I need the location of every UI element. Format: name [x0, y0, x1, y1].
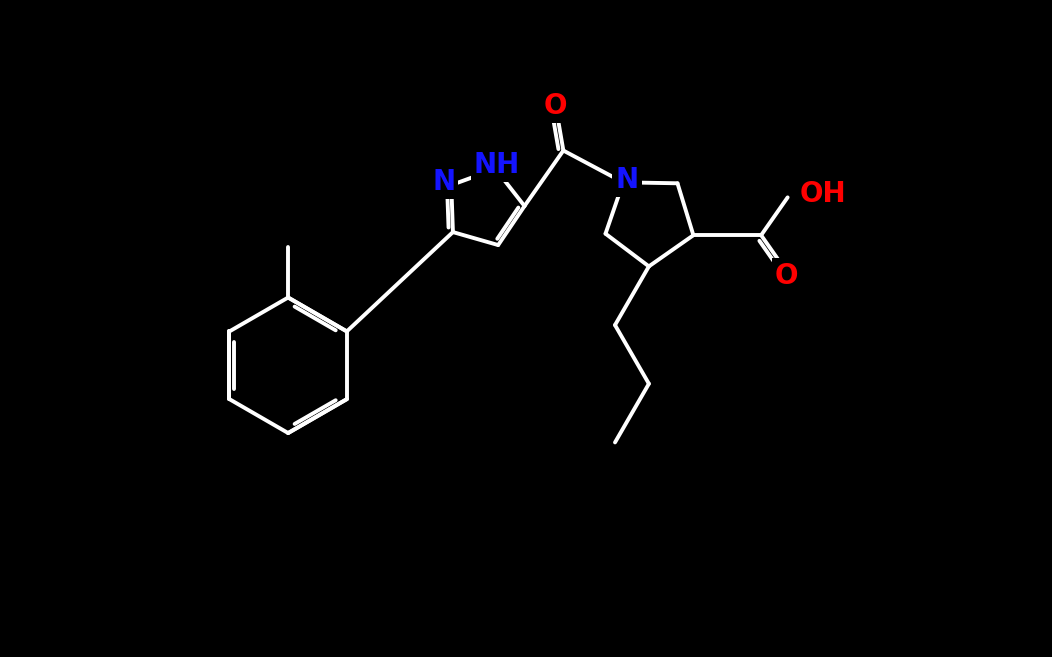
Text: N: N	[615, 166, 639, 194]
Text: O: O	[775, 261, 798, 290]
Text: N: N	[432, 168, 456, 196]
Text: OH: OH	[800, 179, 846, 208]
Text: O: O	[544, 92, 567, 120]
Text: NH: NH	[474, 151, 520, 179]
